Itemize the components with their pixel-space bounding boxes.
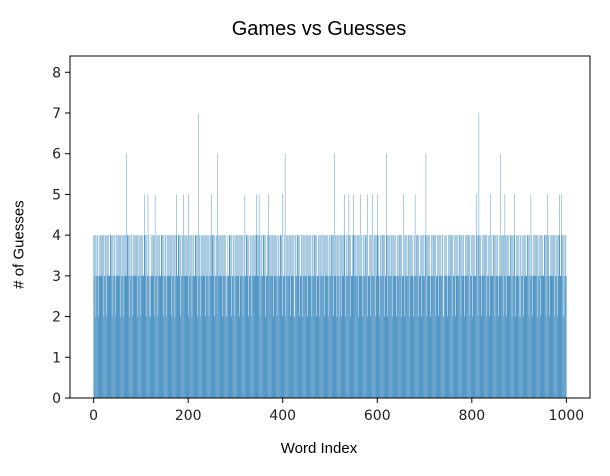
y-tick-label: 0 xyxy=(52,391,61,407)
x-tick-label: 1000 xyxy=(549,408,585,424)
y-tick-label: 1 xyxy=(52,350,61,366)
x-tick-label: 200 xyxy=(175,408,202,424)
y-tick-label: 7 xyxy=(52,106,61,122)
x-tick-label: 400 xyxy=(269,408,296,424)
y-tick-label: 4 xyxy=(52,228,61,244)
y-tick-label: 8 xyxy=(52,65,61,81)
y-tick-label: 3 xyxy=(52,269,61,285)
y-tick-label: 5 xyxy=(52,187,61,203)
x-tick-label: 800 xyxy=(458,408,485,424)
plot-frame xyxy=(69,55,591,399)
x-axis-label: Word Index xyxy=(280,440,358,457)
axes-group: 0 200 400 600 800 1000 0 1 2 3 4 5 6 7 8 xyxy=(52,55,591,424)
bars-group xyxy=(93,113,567,398)
chart-title: Games vs Guesses xyxy=(231,18,407,40)
x-tick-label: 0 xyxy=(89,408,98,424)
y-tick-label: 6 xyxy=(52,147,61,163)
y-tick-label: 2 xyxy=(52,310,61,326)
x-tick-label: 600 xyxy=(364,408,391,424)
